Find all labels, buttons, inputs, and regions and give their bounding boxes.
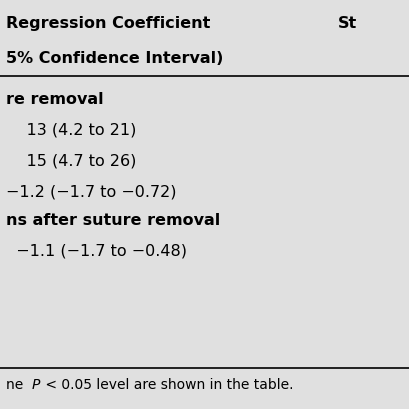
Text: 13 (4.2 to 21): 13 (4.2 to 21) [6,123,137,138]
Text: < 0.05 level are shown in the table.: < 0.05 level are shown in the table. [41,378,293,392]
Text: re removal: re removal [6,92,104,107]
Text: ns after suture removal: ns after suture removal [6,213,220,228]
Text: 15 (4.7 to 26): 15 (4.7 to 26) [6,153,137,169]
Text: Regression Coefficient: Regression Coefficient [6,16,211,31]
Text: ne: ne [6,378,28,392]
Text: 5% Confidence Interval): 5% Confidence Interval) [6,51,223,66]
Text: −1.2 (−1.7 to −0.72): −1.2 (−1.7 to −0.72) [6,184,177,199]
Text: P: P [31,378,40,392]
Text: St: St [337,16,357,31]
Text: −1.1 (−1.7 to −0.48): −1.1 (−1.7 to −0.48) [6,243,187,258]
